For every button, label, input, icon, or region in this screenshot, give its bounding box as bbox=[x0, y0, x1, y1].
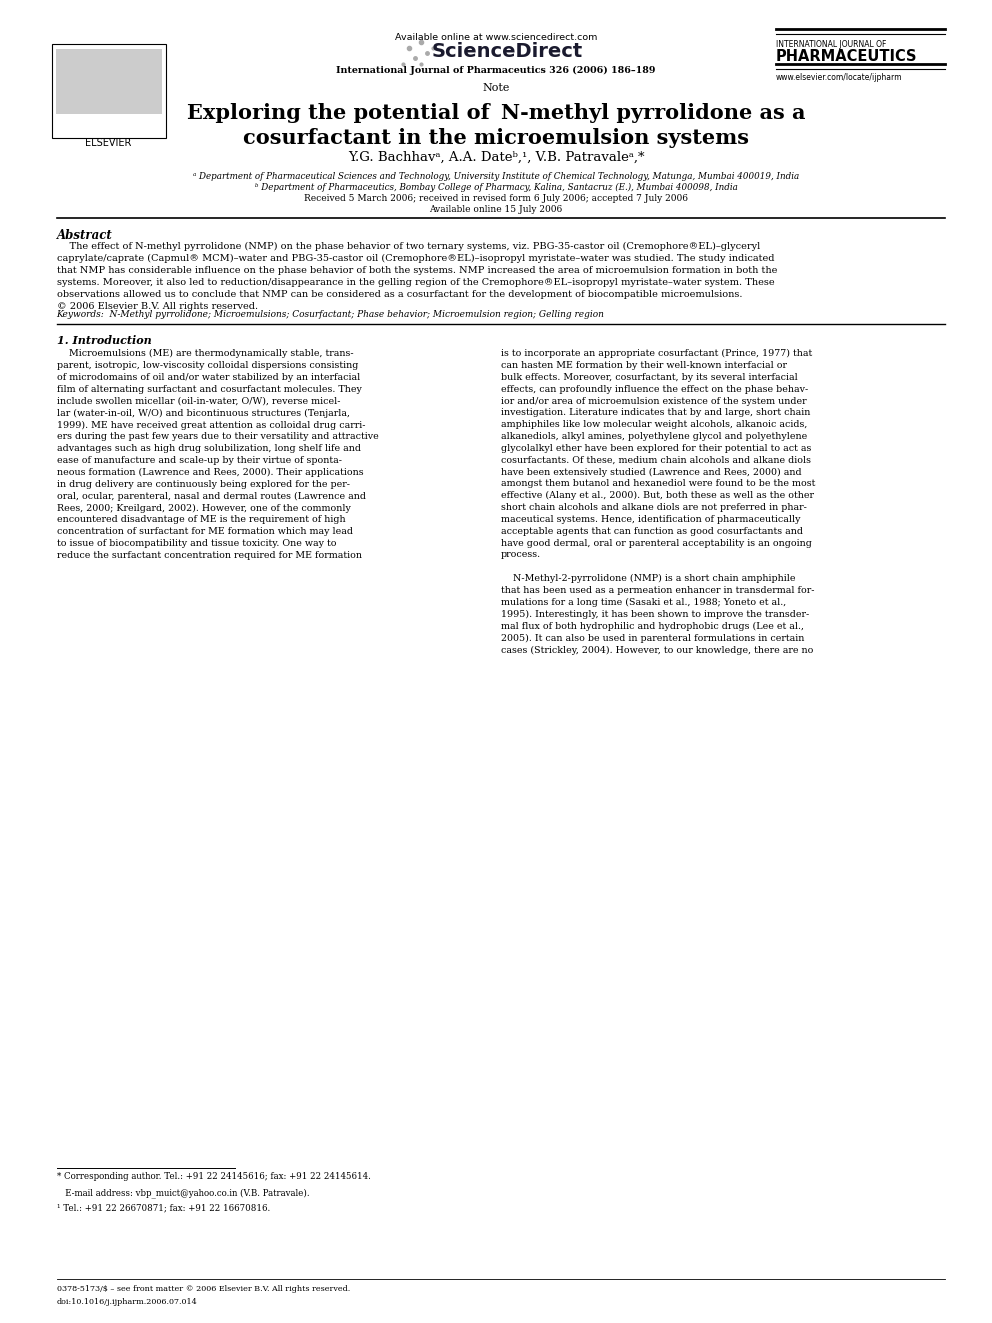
Text: www.elsevier.com/locate/ijpharm: www.elsevier.com/locate/ijpharm bbox=[776, 73, 903, 82]
Text: Keywords:  N-Methyl pyrrolidone; Microemulsions; Cosurfactant; Phase behavior; M: Keywords: N-Methyl pyrrolidone; Microemu… bbox=[57, 310, 604, 319]
Text: E-mail address: vbp_muict@yahoo.co.in (V.B. Patravale).: E-mail address: vbp_muict@yahoo.co.in (V… bbox=[57, 1188, 310, 1197]
Text: ScienceDirect: ScienceDirect bbox=[432, 42, 582, 61]
Text: is to incorporate an appropriate cosurfactant (Prince, 1977) that
can hasten ME : is to incorporate an appropriate cosurfa… bbox=[501, 349, 815, 655]
Text: 1. Introduction: 1. Introduction bbox=[57, 335, 152, 345]
Text: Microemulsions (ME) are thermodynamically stable, trans-
parent, isotropic, low-: Microemulsions (ME) are thermodynamicall… bbox=[57, 349, 378, 560]
Text: * Corresponding author. Tel.: +91 22 24145616; fax: +91 22 24145614.: * Corresponding author. Tel.: +91 22 241… bbox=[57, 1172, 370, 1181]
Text: Available online at www.sciencedirect.com: Available online at www.sciencedirect.co… bbox=[395, 33, 597, 42]
Text: 0378-5173/$ – see front matter © 2006 Elsevier B.V. All rights reserved.: 0378-5173/$ – see front matter © 2006 El… bbox=[57, 1285, 350, 1293]
Text: Abstract: Abstract bbox=[57, 229, 112, 242]
Bar bbox=[52, 44, 166, 138]
Text: Note: Note bbox=[482, 83, 510, 94]
Text: doi:10.1016/j.ijpharm.2006.07.014: doi:10.1016/j.ijpharm.2006.07.014 bbox=[57, 1298, 197, 1306]
Text: PHARMACEUTICS: PHARMACEUTICS bbox=[776, 49, 918, 64]
Text: Exploring the potential of  N-methyl pyrrolidone as a: Exploring the potential of N-methyl pyrr… bbox=[186, 103, 806, 123]
Text: ᵃ Department of Pharmaceutical Sciences and Technology, University Institute of : ᵃ Department of Pharmaceutical Sciences … bbox=[192, 172, 800, 181]
Text: Y.G. Bachhavᵃ, A.A. Dateᵇ,¹, V.B. Patravaleᵃ,*: Y.G. Bachhavᵃ, A.A. Dateᵇ,¹, V.B. Patrav… bbox=[348, 151, 644, 164]
Text: ¹ Tel.: +91 22 26670871; fax: +91 22 16670816.: ¹ Tel.: +91 22 26670871; fax: +91 22 166… bbox=[57, 1204, 270, 1213]
Text: INTERNATIONAL JOURNAL OF: INTERNATIONAL JOURNAL OF bbox=[776, 40, 886, 49]
Text: International Journal of Pharmaceutics 326 (2006) 186–189: International Journal of Pharmaceutics 3… bbox=[336, 66, 656, 75]
Text: ELSEVIER: ELSEVIER bbox=[85, 138, 132, 148]
Text: Received 5 March 2006; received in revised form 6 July 2006; accepted 7 July 200: Received 5 March 2006; received in revis… bbox=[304, 194, 688, 204]
Text: The effect of N-methyl pyrrolidone (NMP) on the phase behavior of two ternary sy: The effect of N-methyl pyrrolidone (NMP)… bbox=[57, 242, 777, 311]
Text: cosurfactant in the microemulsion systems: cosurfactant in the microemulsion system… bbox=[243, 128, 749, 148]
Text: ᵇ Department of Pharmaceutics, Bombay College of Pharmacy, Kalina, Santacruz (E.: ᵇ Department of Pharmaceutics, Bombay Co… bbox=[255, 183, 737, 192]
Text: Available online 15 July 2006: Available online 15 July 2006 bbox=[430, 205, 562, 214]
Bar bbox=[56, 49, 162, 114]
